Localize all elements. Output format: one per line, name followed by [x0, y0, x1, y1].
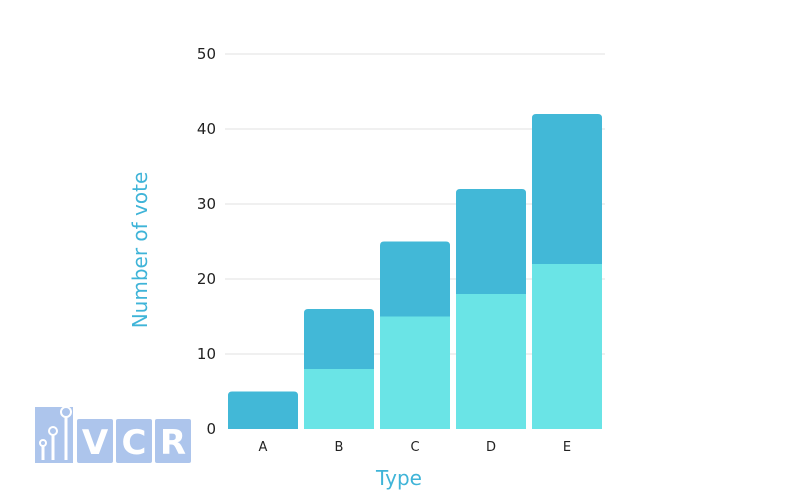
y-tick-label: 30: [197, 195, 216, 213]
y-axis-title: Number of vote: [128, 172, 152, 329]
bar-segment-c-bottom: [380, 316, 450, 429]
svg-text:R: R: [160, 423, 186, 463]
x-tick-label: B: [335, 440, 344, 455]
y-tick-label: 40: [197, 120, 216, 138]
x-tick-label: C: [410, 440, 419, 455]
y-tick-label: 20: [197, 270, 216, 288]
bar-segment-c-top: [380, 241, 450, 317]
x-tick-label: D: [486, 440, 496, 455]
svg-text:C: C: [122, 423, 147, 463]
y-tick-label: 10: [197, 345, 216, 363]
bar-segment-d-bottom: [456, 294, 526, 429]
y-tick-label: 50: [197, 45, 216, 63]
x-axis-title: Type: [375, 466, 422, 490]
bar-segment-d-top: [456, 189, 526, 294]
bar-segment-e-top: [532, 114, 602, 264]
bar-segment-b-top: [304, 309, 374, 369]
x-tick-label: A: [259, 440, 268, 455]
bar-segment-b-bottom: [304, 369, 374, 429]
bars: [228, 114, 602, 429]
y-tick-labels: 0 10 20 30 40 50: [197, 45, 216, 438]
bar-segment-e-bottom: [532, 264, 602, 429]
logo-graphic: V C R: [35, 406, 191, 463]
y-tick-label: 0: [206, 420, 216, 438]
x-tick-labels: A B C D E: [259, 440, 572, 455]
bar-segment-a-top: [228, 391, 298, 429]
vcr-logo: V C R: [35, 405, 195, 465]
svg-text:V: V: [82, 423, 109, 463]
x-tick-label: E: [563, 440, 571, 455]
